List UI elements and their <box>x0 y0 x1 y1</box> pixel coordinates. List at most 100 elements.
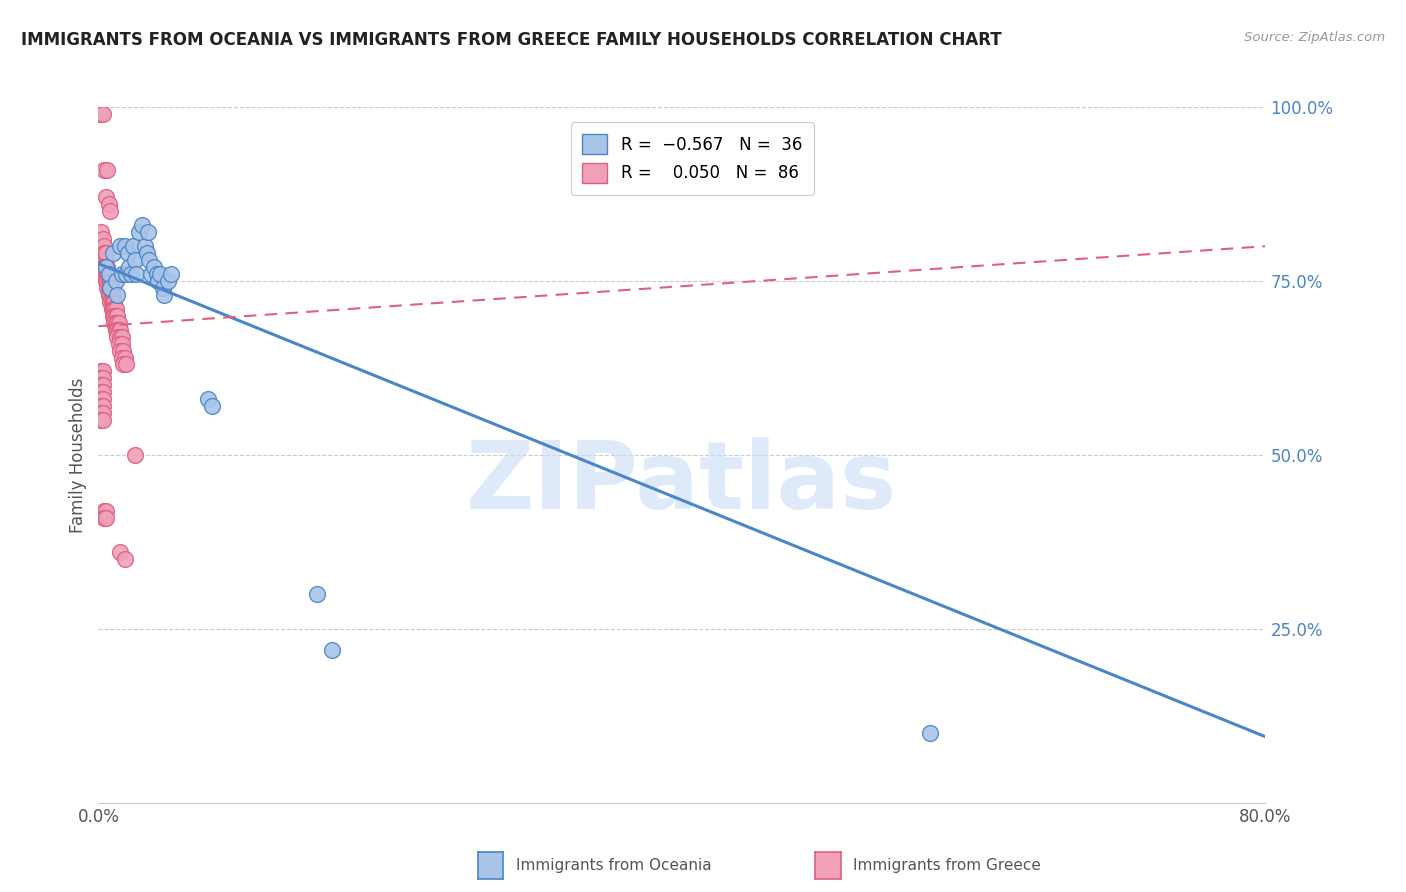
Point <box>101 301 124 316</box>
Point <box>98 288 121 302</box>
Point <box>91 385 114 400</box>
Point <box>100 301 122 316</box>
Point <box>94 267 117 281</box>
Point <box>108 336 131 351</box>
Point <box>110 343 132 358</box>
Point <box>160 267 183 281</box>
Point <box>93 260 115 274</box>
Point <box>134 239 156 253</box>
Point <box>97 197 120 211</box>
Point <box>108 316 131 330</box>
Point <box>98 294 121 309</box>
Point <box>91 399 114 413</box>
Point <box>104 309 127 323</box>
Point <box>110 545 132 559</box>
Point <box>94 260 117 274</box>
Point <box>125 267 148 281</box>
Text: IMMIGRANTS FROM OCEANIA VS IMMIGRANTS FROM GREECE FAMILY HOUSEHOLDS CORRELATION : IMMIGRANTS FROM OCEANIA VS IMMIGRANTS FR… <box>21 31 1001 49</box>
Point <box>94 246 117 260</box>
Point <box>90 364 112 378</box>
Point <box>91 371 114 385</box>
Point <box>91 260 114 274</box>
Point <box>90 413 112 427</box>
Point <box>91 232 114 246</box>
Point <box>93 162 115 177</box>
Point <box>93 246 115 260</box>
Point <box>104 274 127 288</box>
Point <box>114 351 136 365</box>
Point <box>97 288 120 302</box>
Point <box>112 358 135 372</box>
Point <box>94 503 117 517</box>
Point <box>96 260 118 274</box>
Point <box>148 274 170 288</box>
Point <box>197 392 219 407</box>
Point <box>152 281 174 295</box>
Point <box>110 329 132 343</box>
Point <box>91 364 114 378</box>
Point <box>96 281 118 295</box>
Point <box>93 510 115 524</box>
Point <box>93 503 115 517</box>
Point <box>98 281 121 295</box>
Point <box>90 406 112 420</box>
Point <box>321 642 343 657</box>
Legend: R =  −0.567   N =  36, R =    0.050   N =  86: R = −0.567 N = 36, R = 0.050 N = 86 <box>571 122 814 194</box>
Point <box>98 204 121 219</box>
Point <box>105 309 128 323</box>
Point <box>103 294 125 309</box>
Point <box>90 399 112 413</box>
Point <box>91 378 114 392</box>
Point <box>104 316 127 330</box>
Point <box>138 253 160 268</box>
Point <box>101 288 124 302</box>
Point <box>97 274 120 288</box>
Point <box>93 239 115 253</box>
Point <box>104 323 127 337</box>
Point <box>118 260 141 274</box>
Point <box>103 309 125 323</box>
Point <box>90 392 112 407</box>
Point <box>90 371 112 385</box>
Point <box>124 448 146 462</box>
Point <box>157 274 180 288</box>
Point <box>149 267 172 281</box>
Point <box>103 316 125 330</box>
Text: Immigrants from Greece: Immigrants from Greece <box>853 858 1042 872</box>
Point <box>114 239 136 253</box>
Point <box>91 392 114 407</box>
Point <box>201 399 224 413</box>
Point <box>94 260 117 274</box>
Point <box>117 246 139 260</box>
Text: ZIPatlas: ZIPatlas <box>467 437 897 529</box>
Point <box>307 587 329 601</box>
Point <box>112 343 135 358</box>
Point <box>111 351 134 365</box>
Point <box>135 246 157 260</box>
Point <box>124 253 146 268</box>
Point <box>122 239 145 253</box>
Point <box>120 267 142 281</box>
Point <box>91 413 114 427</box>
Point <box>91 107 114 121</box>
Point <box>115 267 138 281</box>
Point <box>101 294 124 309</box>
Point <box>96 267 118 281</box>
Point <box>94 190 117 204</box>
Point <box>91 253 114 268</box>
Point <box>111 336 134 351</box>
Point <box>105 288 128 302</box>
Point <box>94 274 117 288</box>
Point <box>153 288 176 302</box>
Point <box>98 274 121 288</box>
Point <box>111 329 134 343</box>
Point <box>139 267 162 281</box>
Point <box>104 301 127 316</box>
Point <box>94 510 117 524</box>
Point <box>146 267 169 281</box>
Point <box>103 301 125 316</box>
Point <box>90 378 112 392</box>
Point <box>97 267 120 281</box>
Point <box>105 323 128 337</box>
Point <box>114 552 136 566</box>
